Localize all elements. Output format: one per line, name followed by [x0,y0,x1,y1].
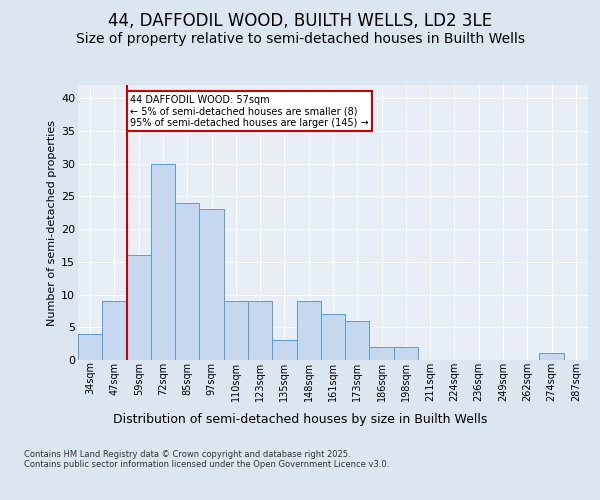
Bar [248,301,272,360]
Y-axis label: Number of semi-detached properties: Number of semi-detached properties [47,120,57,326]
Bar [224,301,248,360]
Bar [370,347,394,360]
Bar [102,301,127,360]
Text: 44 DAFFODIL WOOD: 57sqm
← 5% of semi-detached houses are smaller (8)
95% of semi: 44 DAFFODIL WOOD: 57sqm ← 5% of semi-det… [130,95,369,128]
Text: Contains HM Land Registry data © Crown copyright and database right 2025.
Contai: Contains HM Land Registry data © Crown c… [24,450,389,469]
Bar [539,354,564,360]
Bar [321,314,345,360]
Bar [151,164,175,360]
Bar [199,210,224,360]
Text: Distribution of semi-detached houses by size in Builth Wells: Distribution of semi-detached houses by … [113,412,487,426]
Text: Size of property relative to semi-detached houses in Builth Wells: Size of property relative to semi-detach… [76,32,524,46]
Bar [296,301,321,360]
Bar [394,347,418,360]
Bar [345,320,370,360]
Bar [127,255,151,360]
Bar [175,203,199,360]
Bar [78,334,102,360]
Text: 44, DAFFODIL WOOD, BUILTH WELLS, LD2 3LE: 44, DAFFODIL WOOD, BUILTH WELLS, LD2 3LE [108,12,492,30]
Bar [272,340,296,360]
